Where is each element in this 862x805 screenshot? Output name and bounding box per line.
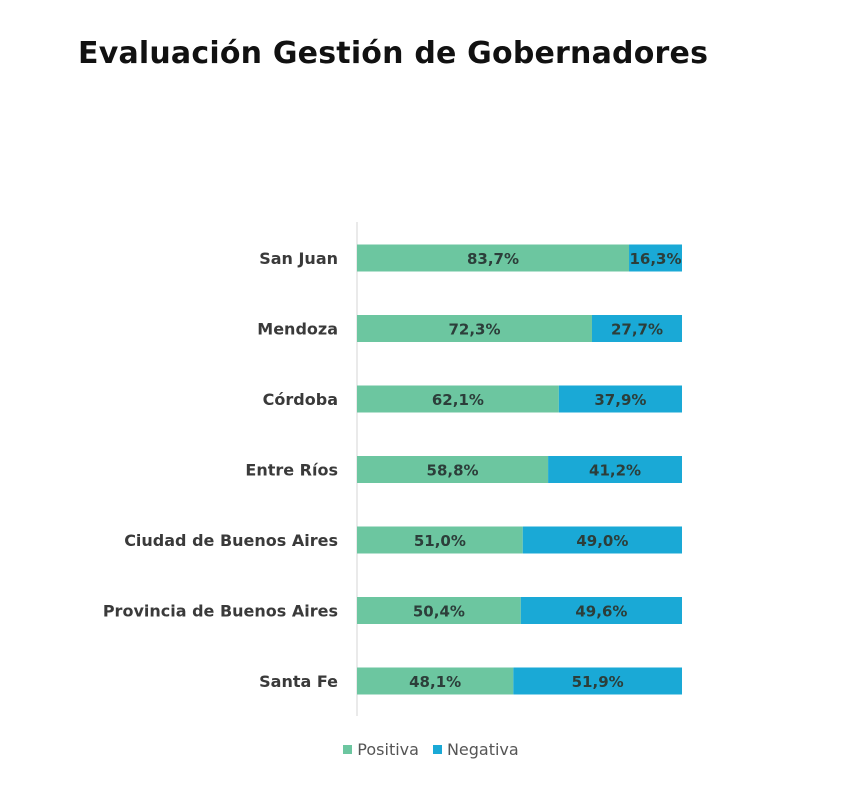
bar-positiva-provincia-de-buenos-aires: [357, 597, 521, 624]
legend-item-positiva: Positiva: [343, 740, 419, 759]
value-label-positiva-san-juan: 83,7%: [467, 250, 519, 268]
bar-positiva-san-juan: [357, 244, 630, 272]
value-label-positiva-entre-rios: 58,8%: [427, 462, 479, 480]
value-label-negativa-san-juan: 16,3%: [629, 250, 681, 268]
value-label-positiva-santa-fe: 48,1%: [409, 673, 461, 691]
legend-swatch-positiva: [343, 745, 353, 754]
value-label-positiva-cordoba: 62,1%: [432, 391, 484, 409]
bar-negativa-san-juan: [629, 244, 682, 272]
bar-positiva-santa-fe: [357, 667, 514, 695]
legend-label-negativa: Negativa: [446, 740, 519, 759]
value-label-negativa-provincia-de-buenos-aires: 49,6%: [575, 603, 627, 621]
chart-title: Evaluación Gestión de Gobernadores: [78, 36, 709, 71]
value-label-positiva-provincia-de-buenos-aires: 50,4%: [413, 603, 465, 621]
category-label-ciudad-de-buenos-aires: Ciudad de Buenos Aires: [124, 531, 338, 550]
value-label-negativa-ciudad-de-buenos-aires: 49,0%: [576, 532, 628, 550]
category-label-cordoba: Córdoba: [263, 390, 338, 409]
bar-positiva-entre-rios: [357, 456, 549, 483]
value-label-negativa-cordoba: 37,9%: [594, 391, 646, 409]
bar-negativa-santa-fe: [513, 667, 682, 695]
bar-negativa-ciudad-de-buenos-aires: [522, 526, 682, 554]
bar-negativa-entre-rios: [548, 456, 682, 483]
bar-positiva-cordoba: [357, 385, 559, 413]
value-label-positiva-mendoza: 72,3%: [448, 321, 500, 339]
value-label-negativa-santa-fe: 51,9%: [572, 673, 624, 691]
legend-label-positiva: Positiva: [357, 740, 419, 759]
legend-item-negativa: Negativa: [432, 740, 519, 759]
bar-negativa-provincia-de-buenos-aires: [520, 597, 682, 624]
bar-negativa-mendoza: [591, 315, 682, 342]
category-label-entre-rios: Entre Ríos: [245, 461, 338, 480]
legend-swatch-negativa: [432, 745, 442, 754]
category-label-san-juan: San Juan: [259, 249, 338, 268]
bar-positiva-ciudad-de-buenos-aires: [357, 526, 523, 554]
category-label-provincia-de-buenos-aires: Provincia de Buenos Aires: [103, 602, 338, 621]
value-label-negativa-entre-rios: 41,2%: [589, 462, 641, 480]
value-label-negativa-mendoza: 27,7%: [611, 321, 663, 339]
legend: Positiva Negativa: [0, 740, 862, 759]
value-label-positiva-ciudad-de-buenos-aires: 51,0%: [414, 532, 466, 550]
category-label-santa-fe: Santa Fe: [259, 672, 338, 691]
bars-layer: San Juan 83,7% 16,3% Mendoza 72,3% 27,7% Córdo…: [103, 244, 682, 695]
bar-negativa-cordoba: [558, 385, 682, 413]
category-label-mendoza: Mendoza: [257, 320, 338, 339]
bar-positiva-mendoza: [357, 315, 592, 342]
